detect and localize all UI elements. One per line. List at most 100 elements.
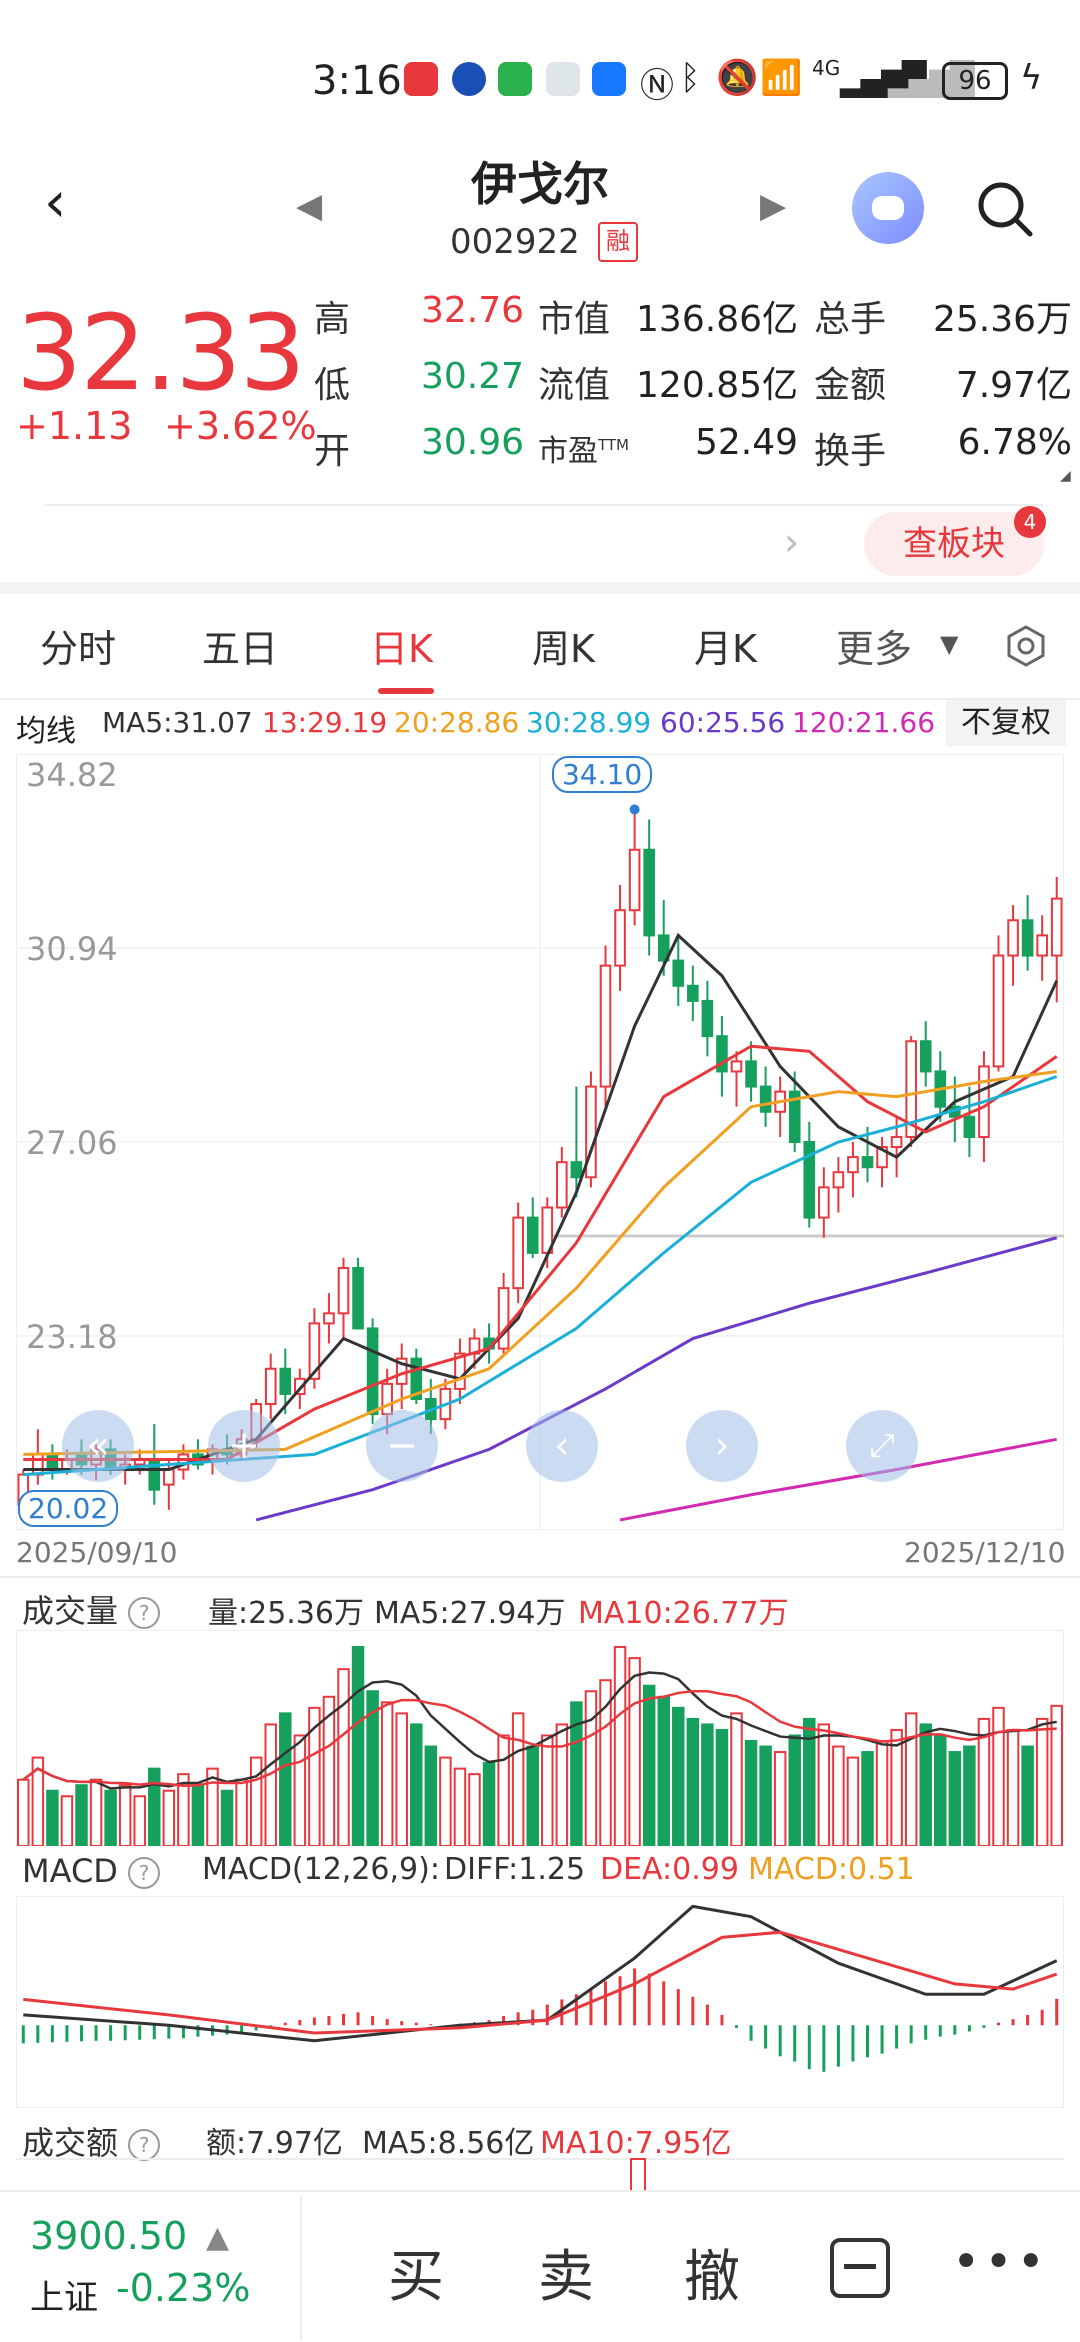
volume-bar (46, 1789, 59, 1846)
minimize-icon[interactable] (830, 2238, 890, 2298)
volume-bar (788, 1734, 801, 1846)
margin-badge: 融 (598, 222, 638, 262)
candle-body (628, 848, 641, 912)
volume-bar (89, 1778, 103, 1846)
cancel-order-button[interactable]: 撤 (684, 2245, 740, 2310)
ma60-value: 60:25.56 (660, 706, 786, 739)
volume-bar (803, 1717, 816, 1846)
volume-bar (773, 1751, 787, 1846)
settings-icon[interactable] (1004, 624, 1048, 672)
candle-body (759, 1085, 772, 1113)
tab-intraday[interactable]: 分时 (40, 627, 117, 671)
volume-ma10: MA10:26.77万 (578, 1596, 789, 1631)
turnover-label: 换手 (814, 431, 887, 472)
volume-bar (890, 1728, 903, 1846)
volume-bar (17, 1778, 30, 1846)
price-change-pct: +3.62% (164, 404, 317, 448)
volume-bar (511, 1712, 525, 1846)
candle-body (366, 1327, 379, 1416)
tab-more[interactable]: 更多 (836, 627, 913, 671)
macd-dea: DEA:0.99 (600, 1852, 739, 1887)
scroll-right-button[interactable]: › (686, 1410, 758, 1482)
ma13-value: 13:29.19 (262, 706, 388, 739)
candle-body (745, 1060, 757, 1088)
app-notification-icon (546, 62, 580, 96)
ma120-line (619, 1437, 1058, 1522)
volume-bar (279, 1712, 292, 1846)
next-stock-button[interactable]: ▶ (760, 186, 787, 226)
candle-body (876, 1146, 888, 1169)
macd-chart[interactable] (16, 1896, 1064, 2108)
candle-body (264, 1367, 277, 1406)
candle-body (803, 1141, 816, 1219)
amount-ma5: MA5:8.56亿 (362, 2126, 535, 2161)
divider (44, 504, 1044, 506)
macd-panel-title: MACD ? (22, 1852, 161, 1890)
expand-corner-icon[interactable]: ◢ (1060, 468, 1071, 484)
candle-body (861, 1156, 874, 1169)
volume-bar (439, 1756, 452, 1846)
sector-button[interactable]: 查板块 (864, 512, 1044, 576)
price-change: +1.13 (16, 404, 133, 448)
fullscreen-icon[interactable]: ⤢ (846, 1410, 918, 1482)
candle-body (570, 1161, 583, 1179)
volume-ma5-line (22, 1671, 1057, 1790)
volume-bar (861, 1751, 874, 1846)
macd-params: MACD(12,26,9): (202, 1852, 440, 1887)
search-icon[interactable] (976, 180, 1033, 237)
adjust-mode-button[interactable]: 不复权 (946, 700, 1066, 746)
tab-weekly-k[interactable]: 周K (532, 627, 595, 671)
volume-panel-title: 成交量 ? (22, 1586, 161, 1632)
volume-bar (337, 1668, 350, 1846)
amount-value: 7.97亿 (955, 365, 1072, 406)
tab-monthly-k[interactable]: 月K (694, 627, 757, 671)
stock-name: 伊戈尔 (471, 157, 609, 211)
macd-dea-line (23, 1930, 1058, 2035)
back-button[interactable]: ‹ (44, 170, 67, 235)
volume-bar (555, 1723, 569, 1846)
alipay-icon (592, 62, 626, 96)
y-tick: 34.82 (26, 756, 118, 794)
kline-chart[interactable] (16, 754, 1064, 1530)
sell-button[interactable]: 卖 (538, 2245, 594, 2310)
volume-bar (919, 1723, 932, 1846)
buy-button[interactable]: 买 (388, 2245, 444, 2310)
zoom-in-button[interactable]: + (208, 1410, 280, 1482)
volume-ma10-line (22, 1690, 1057, 1788)
candle-body (1036, 934, 1048, 957)
zoom-out-button[interactable]: − (366, 1410, 438, 1482)
scroll-left-fast-button[interactable]: « (62, 1410, 134, 1482)
candle-body (687, 984, 699, 1002)
index-value[interactable]: 3900.50 (30, 2214, 188, 2258)
pe-value: 52.49 (694, 422, 798, 463)
volume-bar (118, 1784, 132, 1846)
candle-body (294, 1377, 306, 1395)
assistant-icon[interactable] (852, 172, 924, 244)
prev-stock-button[interactable]: ◀ (296, 186, 323, 226)
candle-body (818, 1186, 830, 1219)
volume-bar (584, 1690, 598, 1846)
more-menu-icon[interactable]: ••• (952, 2234, 1049, 2290)
mute-icon: 🔕 (716, 58, 759, 98)
amount-panel-title: 成交额 ? (22, 2118, 161, 2164)
index-arrow-icon: ▲ (206, 2220, 230, 2255)
volume-bar (366, 1690, 379, 1846)
volume-bar (322, 1695, 336, 1846)
current-price: 32.33 (16, 292, 306, 414)
candle-body (337, 1266, 350, 1315)
candle-body (410, 1357, 423, 1400)
y-tick: 23.18 (26, 1318, 118, 1356)
max-price-marker (629, 804, 640, 815)
volume-bar (744, 1740, 758, 1846)
scroll-left-button[interactable]: ‹ (526, 1410, 598, 1482)
candle-body (279, 1367, 292, 1395)
volume-bar (395, 1712, 408, 1846)
candle-body (454, 1352, 466, 1390)
tab-five-day[interactable]: 五日 (202, 627, 279, 671)
volume-chart[interactable] (16, 1630, 1064, 1846)
tab-daily-k[interactable]: 日K (370, 627, 433, 671)
y-tick: 27.06 (26, 1124, 118, 1162)
pe-sup: TTM (598, 436, 630, 454)
open-label: 开 (314, 431, 351, 472)
candle-body (1021, 919, 1034, 957)
